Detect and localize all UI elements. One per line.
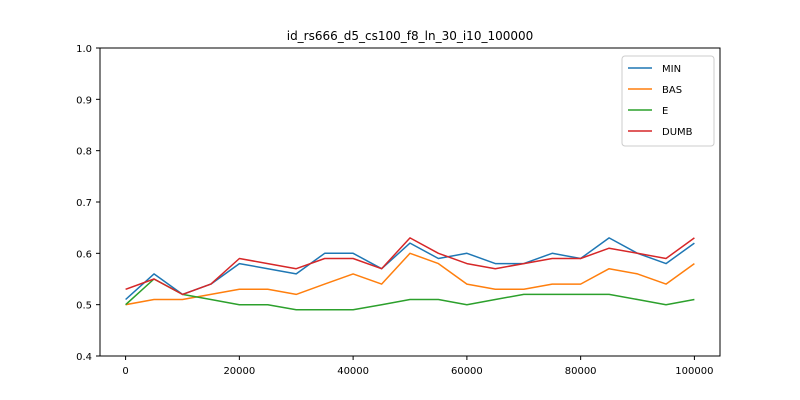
x-tick-label: 40000 xyxy=(337,366,369,377)
y-tick-label: 0.6 xyxy=(76,249,92,260)
series-line-dumb xyxy=(125,237,695,296)
y-tick-label: 1.0 xyxy=(76,44,92,55)
x-tick-label: 0 xyxy=(122,366,128,377)
legend-box xyxy=(621,55,715,147)
x-tick-label: 60000 xyxy=(451,366,483,377)
series-line-bas xyxy=(125,252,695,306)
series-line-e xyxy=(125,278,695,311)
legend-label-e: E xyxy=(662,106,668,117)
chart-title: id_rs666_d5_cs100_f8_ln_30_i10_100000 xyxy=(287,29,534,43)
y-tick-label: 0.5 xyxy=(76,301,92,312)
legend-label-min: MIN xyxy=(662,64,681,75)
legend: MIN BAS E DUMB xyxy=(621,55,715,147)
axis-layer: 0 20000 40000 60000 80000 100000 0.4 0.5 0.6 0.7 0… xyxy=(76,44,713,377)
legend-label-dumb: DUMB xyxy=(662,127,693,138)
y-tick-label: 0.8 xyxy=(76,147,92,158)
x-tick-label: 80000 xyxy=(565,366,597,377)
x-tick-label: 20000 xyxy=(223,366,255,377)
series-line-min xyxy=(125,237,695,301)
y-tick-label: 0.9 xyxy=(76,95,92,106)
series-layer xyxy=(125,237,695,311)
legend-label-bas: BAS xyxy=(662,85,682,96)
x-tick-label: 100000 xyxy=(675,366,713,377)
y-tick-label: 0.4 xyxy=(76,352,92,363)
y-tick-label: 0.7 xyxy=(76,198,92,209)
